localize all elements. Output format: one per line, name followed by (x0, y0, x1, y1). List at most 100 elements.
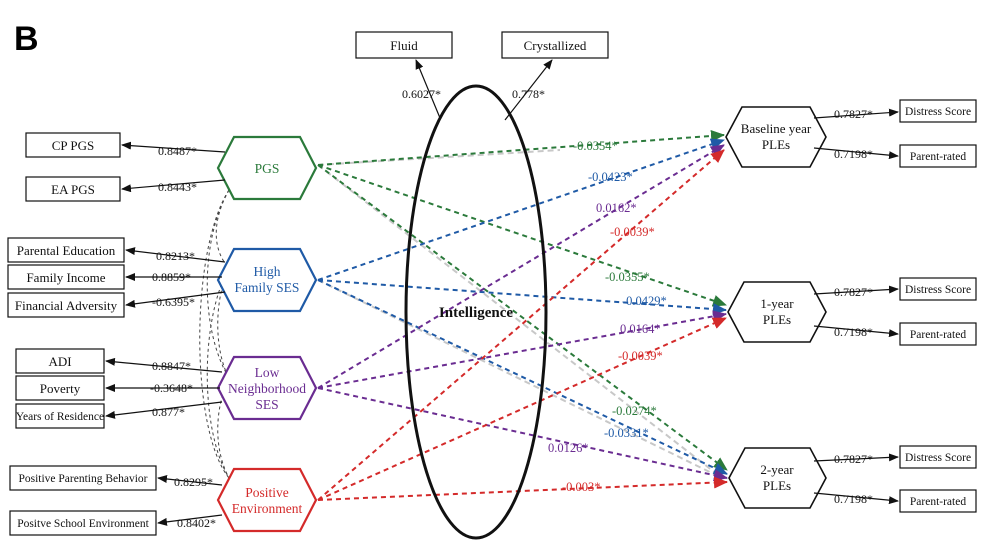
intelligence-label: Intelligence (439, 305, 513, 321)
coef-environment-baseline: -0.0039* (610, 225, 655, 239)
svg-text:0.7198*: 0.7198* (834, 492, 873, 506)
outcome-2year-parent: 0.7198* Parent-rated (813, 489, 977, 513)
svg-text:0.8847*: 0.8847* (152, 359, 191, 373)
svg-text:2-year: 2-year (760, 462, 794, 477)
intelligence-node: Intelligence (404, 84, 548, 540)
svg-text:-0.6395*: -0.6395* (152, 295, 195, 309)
environment-indicator-school: Positve School Environment 0.8402* (9, 510, 223, 536)
svg-text:0.877*: 0.877* (152, 405, 185, 419)
outcome-1year-parent: 0.7198* Parent-rated (813, 322, 977, 346)
svg-text:Parent-rated: Parent-rated (910, 329, 966, 341)
svg-text:1-year: 1-year (760, 296, 794, 311)
svg-text:Distress Score: Distress Score (905, 452, 971, 464)
intelligence-ellipse (404, 84, 548, 540)
svg-text:Baseline year: Baseline year (741, 121, 812, 136)
path-neighborhood-2year (317, 387, 728, 482)
svg-text:Years of Residence: Years of Residence (16, 411, 104, 423)
path-neighborhood-1year (317, 310, 727, 389)
svg-text:Distress Score: Distress Score (905, 106, 971, 118)
path-pgs-2year (317, 164, 728, 471)
svg-text:Poverty: Poverty (40, 381, 81, 396)
svg-text:CP PGS: CP PGS (52, 138, 95, 153)
pgs-label: PGS (255, 161, 280, 176)
coef-pgs-2year: -0.0274* (612, 404, 657, 418)
fluid-loading: 0.6027* (402, 87, 441, 101)
svg-text:High: High (254, 264, 281, 279)
svg-text:SES: SES (255, 397, 278, 412)
ses-indicator-education: Parental Education 0.8213* (7, 237, 226, 263)
svg-text:0.7827*: 0.7827* (834, 107, 873, 121)
svg-text:Distress Score: Distress Score (905, 284, 971, 296)
outcome-2year-node: 2-year PLEs (728, 447, 827, 509)
outcome-baseline-distress: 0.7827* Distress Score (813, 99, 977, 123)
svg-text:0.8443*: 0.8443* (158, 180, 197, 194)
coef-neighborhood-2year: 0.0126* (548, 441, 589, 455)
svg-text:0.7827*: 0.7827* (834, 285, 873, 299)
outcome-1year-node: 1-year PLEs (727, 281, 827, 343)
svg-text:Low: Low (255, 365, 280, 380)
neighborhood-indicator-adi: ADI 0.8847* (15, 348, 223, 374)
svg-text:0.8487*: 0.8487* (158, 144, 197, 158)
regression-paths (317, 129, 728, 501)
coef-pgs-1year: -0.0355* (605, 270, 650, 284)
svg-text:0.7198*: 0.7198* (834, 325, 873, 339)
outcome-2year-distress: 0.7827* Distress Score (813, 445, 977, 469)
fluid-label: Fluid (390, 38, 418, 53)
outcome-1year-distress: 0.7827* Distress Score (813, 277, 977, 301)
ses-node: High Family SES (216, 247, 318, 313)
coef-ses-2year: -0.0331* (604, 426, 649, 440)
coef-environment-1year: -0.0039* (618, 349, 663, 363)
svg-text:0.8859*: 0.8859* (152, 270, 191, 284)
path-pgs-baseline (317, 129, 725, 166)
svg-text:PLEs: PLEs (763, 478, 791, 493)
panel-letter: B (14, 20, 39, 58)
environment-node: Positive Environment (216, 467, 318, 533)
svg-text:Neighborhood: Neighborhood (228, 381, 306, 396)
covariance-arcs (199, 189, 230, 479)
ses-indicator-adversity: Financial Adversity -0.6395* (7, 291, 226, 318)
svg-text:Parental Education: Parental Education (17, 243, 116, 258)
svg-text:Positve School Environment: Positve School Environment (17, 518, 149, 530)
coef-ses-1year: -0.0429* (622, 294, 667, 308)
svg-text:Financial Adversity: Financial Adversity (15, 298, 118, 313)
fluid-indicator: Fluid 0.6027* (355, 31, 453, 119)
pgs-indicator-cp: CP PGS 0.8487* (25, 132, 226, 158)
svg-text:0.8402*: 0.8402* (177, 516, 216, 530)
crystallized-label: Crystallized (524, 38, 587, 53)
svg-text:Family Income: Family Income (26, 270, 105, 285)
ses-indicator-income: Family Income 0.8859* (7, 264, 222, 290)
path-pgs-intelligence (317, 164, 723, 479)
svg-text:PLEs: PLEs (763, 312, 791, 327)
path-neighborhood-baseline (317, 144, 725, 389)
coef-ses-baseline: -0.0423* (588, 170, 633, 184)
coef-neighborhood-baseline: 0.0162* (596, 201, 637, 215)
svg-text:Parent-rated: Parent-rated (910, 496, 966, 508)
crystallized-indicator: Crystallized 0.778* (501, 31, 609, 121)
environment-indicator-parenting: Positive Parenting Behavior 0.8295* (9, 465, 223, 491)
coef-environment-2year: -0.003* (562, 480, 601, 494)
svg-text:Parent-rated: Parent-rated (910, 151, 966, 163)
outcome-baseline-node: Baseline year PLEs (725, 106, 827, 168)
svg-text:0.8295*: 0.8295* (174, 475, 213, 489)
svg-text:-0.3648*: -0.3648* (150, 381, 193, 395)
path-pgs-1year (317, 164, 727, 307)
svg-text:PLEs: PLEs (762, 137, 790, 152)
path-environment-1year (317, 317, 727, 501)
svg-text:Positive Parenting Behavior: Positive Parenting Behavior (18, 473, 147, 485)
outcome-baseline-parent: 0.7198* Parent-rated (813, 144, 977, 168)
svg-text:EA PGS: EA PGS (51, 182, 95, 197)
path-ses-2year (317, 279, 728, 475)
crystallized-loading: 0.778* (512, 87, 545, 101)
coef-neighborhood-1year: 0.0164* (620, 322, 661, 336)
svg-text:Family SES: Family SES (235, 280, 300, 295)
pgs-indicator-ea: EA PGS 0.8443* (25, 176, 226, 202)
svg-text:Positive: Positive (245, 485, 289, 500)
svg-text:0.8213*: 0.8213* (156, 249, 195, 263)
pgs-node: PGS (216, 135, 318, 201)
neighborhood-indicator-residence: Years of Residence 0.877* (15, 401, 223, 429)
path-coefficients: -0.0354* -0.0423* 0.0162* -0.0039* -0.03… (548, 139, 667, 494)
svg-text:0.7827*: 0.7827* (834, 452, 873, 466)
svg-text:Environment: Environment (232, 501, 303, 516)
neighborhood-indicator-poverty: Poverty -0.3648* (15, 375, 220, 401)
